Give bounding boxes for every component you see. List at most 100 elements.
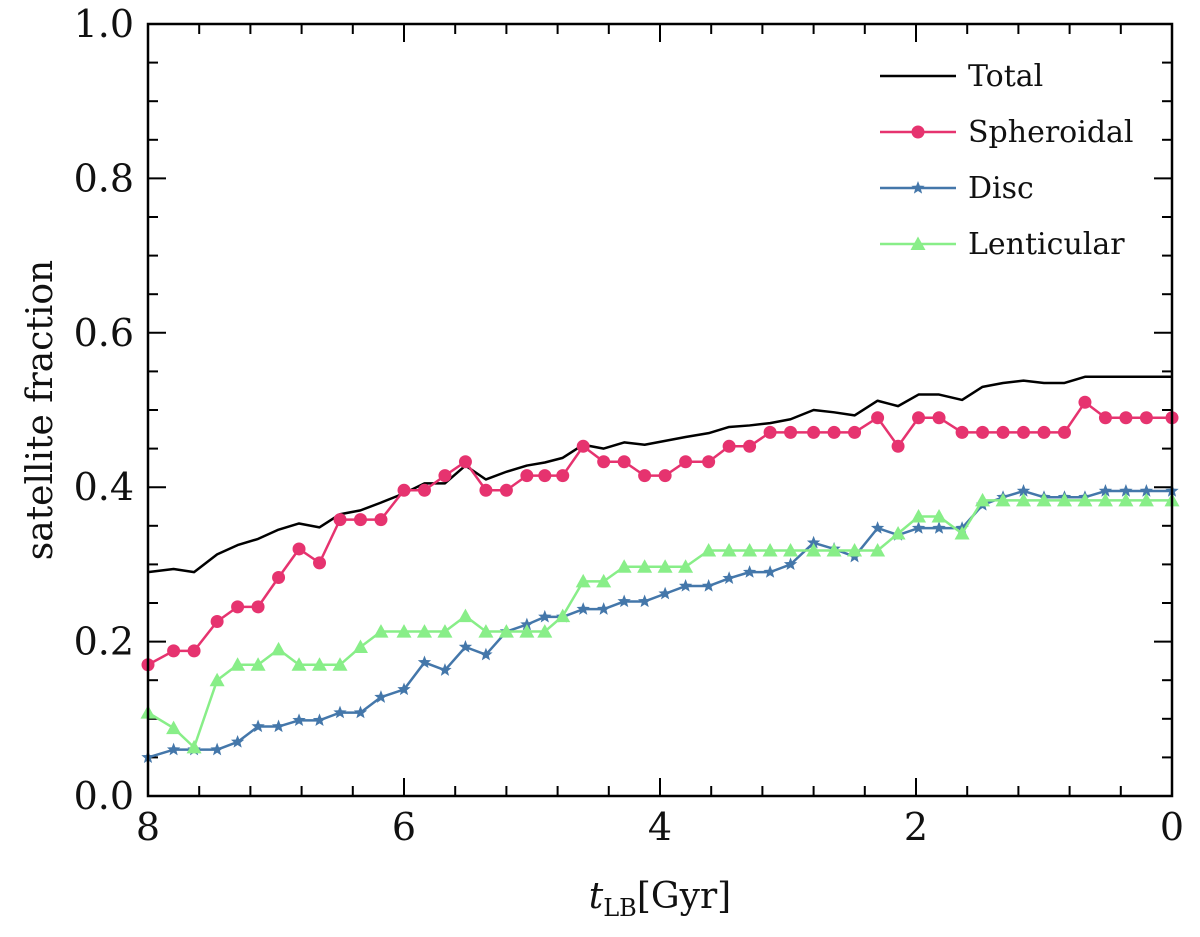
y-tick-label: 0.6 <box>74 311 134 355</box>
data-point-disc <box>932 521 946 534</box>
data-point-spheroidal <box>763 425 777 439</box>
data-point-spheroidal <box>702 455 716 469</box>
data-point-spheroidal <box>251 600 265 614</box>
data-point-spheroidal <box>313 556 327 570</box>
data-point-lenticular <box>1097 492 1113 507</box>
data-point-spheroidal <box>556 469 570 483</box>
data-point-spheroidal <box>417 483 431 497</box>
legend-marker-lenticular <box>910 236 926 250</box>
data-point-spheroidal <box>353 513 367 527</box>
data-point-lenticular <box>1077 492 1093 507</box>
data-point-lenticular <box>575 573 591 588</box>
data-point-lenticular <box>537 624 553 638</box>
data-point-disc <box>458 640 473 653</box>
data-point-disc <box>312 713 327 727</box>
data-point-disc <box>292 713 306 727</box>
data-point-spheroidal <box>538 469 552 483</box>
data-point-spheroidal <box>438 469 452 483</box>
data-point-disc <box>722 571 736 584</box>
data-point-disc <box>210 742 224 756</box>
data-point-lenticular <box>250 657 266 671</box>
series-layer <box>140 375 1180 764</box>
data-point-disc <box>438 663 452 676</box>
data-point-lenticular <box>870 543 886 557</box>
series-line-disc <box>147 489 1172 759</box>
data-point-spheroidal <box>187 644 201 658</box>
data-point-spheroidal <box>784 425 798 439</box>
data-point-disc <box>397 682 411 696</box>
y-tick-label: 0.2 <box>74 620 134 664</box>
data-point-lenticular <box>742 543 758 557</box>
data-point-spheroidal <box>231 600 245 614</box>
data-point-spheroidal <box>374 513 388 527</box>
series-total <box>147 375 1172 574</box>
data-point-spheroidal <box>458 455 472 469</box>
data-point-spheroidal <box>167 644 181 658</box>
data-point-disc <box>658 586 672 600</box>
series-spheroidal <box>141 395 1179 672</box>
data-point-spheroidal <box>722 439 736 453</box>
data-point-lenticular <box>1056 492 1072 507</box>
data-point-disc <box>538 609 552 623</box>
legend-label-total: Total <box>968 59 1043 94</box>
data-point-disc <box>374 690 388 703</box>
x-tick-label: 2 <box>904 805 928 849</box>
data-point-spheroidal <box>891 439 905 453</box>
data-point-spheroidal <box>743 439 757 453</box>
data-point-lenticular <box>478 624 494 638</box>
data-point-disc <box>230 734 245 748</box>
legend-entry-total: Total <box>880 59 1043 94</box>
legend-label-disc: Disc <box>968 171 1034 206</box>
data-point-disc <box>1098 484 1113 497</box>
series-lenticular <box>140 492 1180 754</box>
data-point-lenticular <box>271 641 287 656</box>
plot-frame <box>146 22 1174 798</box>
data-point-disc <box>678 579 693 592</box>
x-axis-label-main: t <box>589 876 604 917</box>
data-point-lenticular <box>230 657 246 671</box>
data-point-spheroidal <box>932 411 946 425</box>
data-point-spheroidal <box>292 542 306 556</box>
data-point-lenticular <box>498 624 514 638</box>
data-point-spheroidal <box>976 425 990 439</box>
data-point-disc <box>353 705 368 719</box>
data-point-spheroidal <box>807 425 821 439</box>
data-point-disc <box>806 535 821 549</box>
legend-entry-spheroidal: Spheroidal <box>880 115 1134 150</box>
data-point-spheroidal <box>1078 395 1092 409</box>
data-point-spheroidal <box>638 469 652 483</box>
data-point-lenticular <box>1036 492 1052 507</box>
data-point-lenticular <box>291 657 307 671</box>
x-tick-label: 6 <box>392 805 416 849</box>
data-point-lenticular <box>995 492 1011 507</box>
data-point-spheroidal <box>679 455 693 469</box>
data-point-disc <box>1139 484 1154 497</box>
data-point-spheroidal <box>1017 425 1031 439</box>
data-point-spheroidal <box>397 483 411 497</box>
x-tick-label: 8 <box>136 805 160 849</box>
legend-marker-disc <box>911 181 925 194</box>
data-point-lenticular <box>911 509 927 523</box>
data-point-lenticular <box>519 624 535 638</box>
data-point-lenticular <box>806 543 822 557</box>
data-point-lenticular <box>890 526 906 540</box>
y-tick-label: 0.0 <box>74 774 134 818</box>
data-point-spheroidal <box>1098 411 1112 425</box>
data-point-lenticular <box>678 559 694 573</box>
data-point-spheroidal <box>996 425 1010 439</box>
series-line-lenticular <box>147 499 1172 749</box>
data-point-disc <box>783 557 798 571</box>
y-tick-label: 1.0 <box>74 2 134 46</box>
legend-label-lenticular: Lenticular <box>968 227 1125 262</box>
legend-entry-disc: Disc <box>880 171 1034 206</box>
y-axis-label: satellite fraction <box>20 260 61 560</box>
data-point-lenticular <box>352 639 368 654</box>
x-axis-label: tLB[Gyr] <box>589 876 731 922</box>
x-axis-label-unit: [Gyr] <box>637 876 731 917</box>
data-point-lenticular <box>437 624 453 638</box>
data-point-disc <box>742 565 757 578</box>
data-point-disc <box>597 602 611 615</box>
data-point-spheroidal <box>479 483 493 497</box>
data-point-disc <box>1016 484 1031 497</box>
data-point-lenticular <box>616 559 632 573</box>
